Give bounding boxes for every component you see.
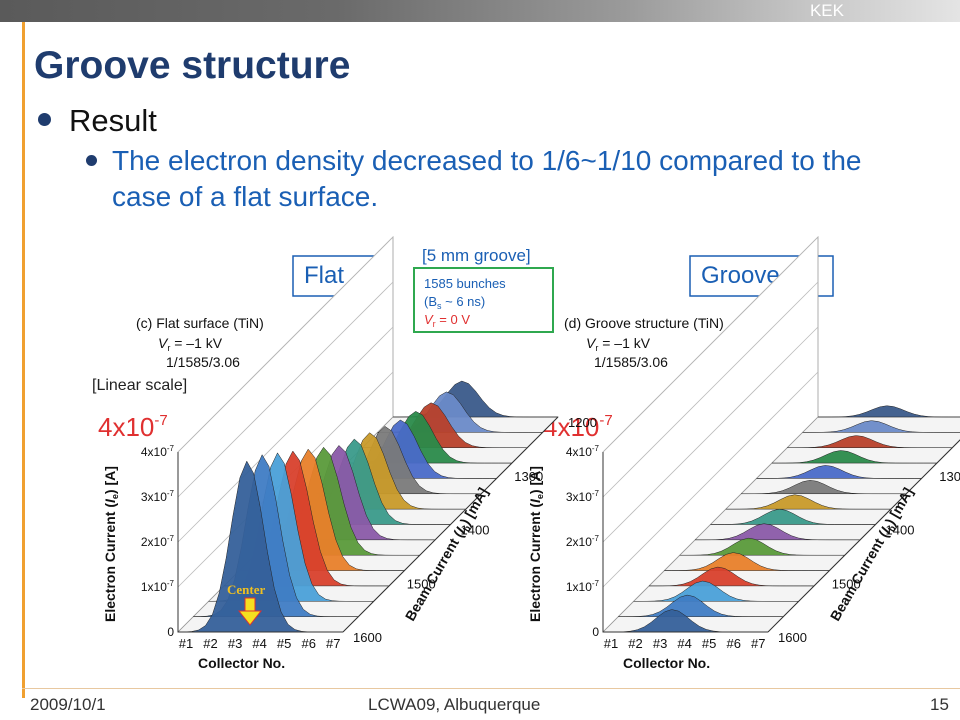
linear-scale-label: [Linear scale]	[92, 377, 187, 394]
footer-line	[22, 688, 960, 689]
left-x-axis-label: Collector No.	[198, 655, 285, 671]
left-y-tick-label: 0	[167, 625, 174, 639]
bullet-density: The electron density decreased to 1/6~1/…	[86, 143, 926, 215]
right-wall-grid-line	[602, 281, 819, 498]
right-x-tick-label: #6	[726, 636, 740, 651]
right-caption-fill: 1/1585/3.06	[594, 354, 668, 370]
left-slice	[392, 380, 558, 418]
right-x-tick-label: #2	[628, 636, 642, 651]
right-x-tick-label: #3	[653, 636, 667, 651]
right-y-tick-label: 0	[592, 625, 599, 639]
left-y-tick-label: 4x10-7	[141, 444, 175, 459]
left-z-axis	[342, 416, 559, 633]
left-z-tick-label: 1600	[353, 630, 382, 645]
right-y-tick-label: 4x10-7	[566, 444, 600, 459]
left-x-tick-label: #3	[228, 636, 242, 651]
right-y-tick-label: 2x10-7	[566, 534, 600, 549]
right-y-tick-label: 1x10-7	[566, 579, 600, 594]
bullet-result-text: Result	[69, 103, 157, 138]
left-wall-grid-line	[177, 326, 394, 543]
groove-label: Groove	[701, 262, 780, 289]
bullet-dot-icon	[86, 155, 97, 166]
left-z-tick-label: 1500	[407, 576, 436, 591]
right-x-tick-label: #4	[677, 636, 691, 651]
left-caption: (c) Flat surface (TiN) Vr = –1 kV 1/1585…	[136, 315, 264, 370]
left-wall-grid-line	[177, 281, 394, 498]
footer-page: 15	[930, 695, 949, 714]
right-z-tick-label: 1500	[832, 576, 861, 591]
right-x-tick-label: #1	[604, 636, 618, 651]
left-caption-title: (c) Flat surface (TiN)	[136, 315, 264, 331]
left-x-tick-label: #4	[252, 636, 266, 651]
right-slice	[771, 450, 937, 464]
bullet-density-text: The electron density decreased to 1/6~1/…	[112, 145, 862, 212]
left-wall-grid-line	[177, 236, 394, 453]
right-z-axis	[767, 439, 960, 633]
right-slice	[679, 537, 845, 556]
right-slice	[787, 435, 953, 448]
right-caption: (d) Groove structure (TiN) Vr = –1 kV 1/…	[564, 315, 724, 370]
flat-label: Flat	[304, 262, 344, 289]
right-slice	[648, 566, 815, 587]
left-max-label: 4x10-7	[98, 412, 168, 442]
top-bar: KEK	[0, 0, 960, 22]
conditions-box	[413, 267, 554, 333]
left-y-tick-label: 3x10-7	[141, 489, 175, 504]
right-y-tick-label: 3x10-7	[566, 489, 600, 504]
left-x-tick-label: #2	[203, 636, 217, 651]
left-x-tick-label: #1	[179, 636, 193, 651]
right-x-tick-label: #5	[702, 636, 716, 651]
left-z-tick-label: 1400	[461, 523, 490, 538]
left-y-axis-label: Electron Current (Ie) [A]	[102, 466, 120, 622]
left-y-tick-label: 2x10-7	[141, 534, 175, 549]
slide-title: Groove structure	[34, 44, 351, 87]
left-caption-fill: 1/1585/3.06	[166, 354, 240, 370]
left-z-tick-label: 1300	[514, 469, 543, 484]
left-accent-line	[22, 22, 25, 698]
right-slice	[710, 508, 876, 525]
groove-note: [5 mm groove]	[422, 246, 531, 265]
right-slice	[664, 552, 830, 571]
right-x-tick-label: #7	[751, 636, 765, 651]
right-z-tick-label: 1300	[939, 469, 960, 484]
right-z-tick-label: 1600	[778, 630, 807, 645]
right-x-axis-label: Collector No.	[623, 655, 710, 671]
right-y-axis-label: Electron Current (Ie) [A]	[527, 466, 545, 622]
right-caption-vr: Vr = –1 kV	[586, 335, 651, 353]
left-x-tick-label: #7	[326, 636, 340, 651]
bullet-dot-icon	[38, 113, 51, 127]
right-slice	[740, 480, 907, 495]
brand-label: KEK	[809, 1, 844, 20]
center-label: Center	[227, 582, 265, 597]
footer-date: 2009/10/1	[30, 695, 106, 714]
right-slice	[756, 465, 922, 479]
left-z-tick-label: 1200	[568, 415, 597, 430]
right-slice	[802, 420, 960, 433]
right-slice	[694, 523, 861, 541]
left-x-tick-label: #6	[301, 636, 315, 651]
right-wall-grid-line	[602, 326, 819, 543]
right-wall-grid-line	[602, 236, 819, 453]
right-slice	[633, 580, 799, 602]
right-caption-title: (d) Groove structure (TiN)	[564, 315, 724, 331]
bullet-result: Result	[38, 103, 157, 139]
conditions-vr: Vr = 0 V	[424, 312, 470, 329]
right-slice	[817, 405, 960, 418]
right-slice	[725, 494, 891, 510]
left-y-tick-label: 1x10-7	[141, 579, 175, 594]
conditions-bs: (Bs ~ 6 ns)	[424, 294, 485, 311]
right-plot: 0 1x10-7 2x10-7 3x10-7 4x10-7 #1 #2 #3 #4 #5 #6 #7 1…	[527, 236, 960, 671]
left-caption-vr: Vr = –1 kV	[158, 335, 223, 353]
left-plot: 0 1x10-7 2x10-7 3x10-7 4x10-7 #1 #2 #3 #4 #5 #6 #7 1…	[102, 236, 597, 671]
footer-venue: LCWA09, Albuquerque	[368, 695, 541, 714]
left-x-tick-label: #5	[277, 636, 291, 651]
right-slice	[618, 594, 784, 617]
right-wall-grid-line	[602, 371, 819, 588]
right-z-tick-label: 1400	[886, 523, 915, 538]
conditions-bunches: 1585 bunches	[424, 276, 506, 291]
center-arrow-icon	[237, 597, 263, 626]
